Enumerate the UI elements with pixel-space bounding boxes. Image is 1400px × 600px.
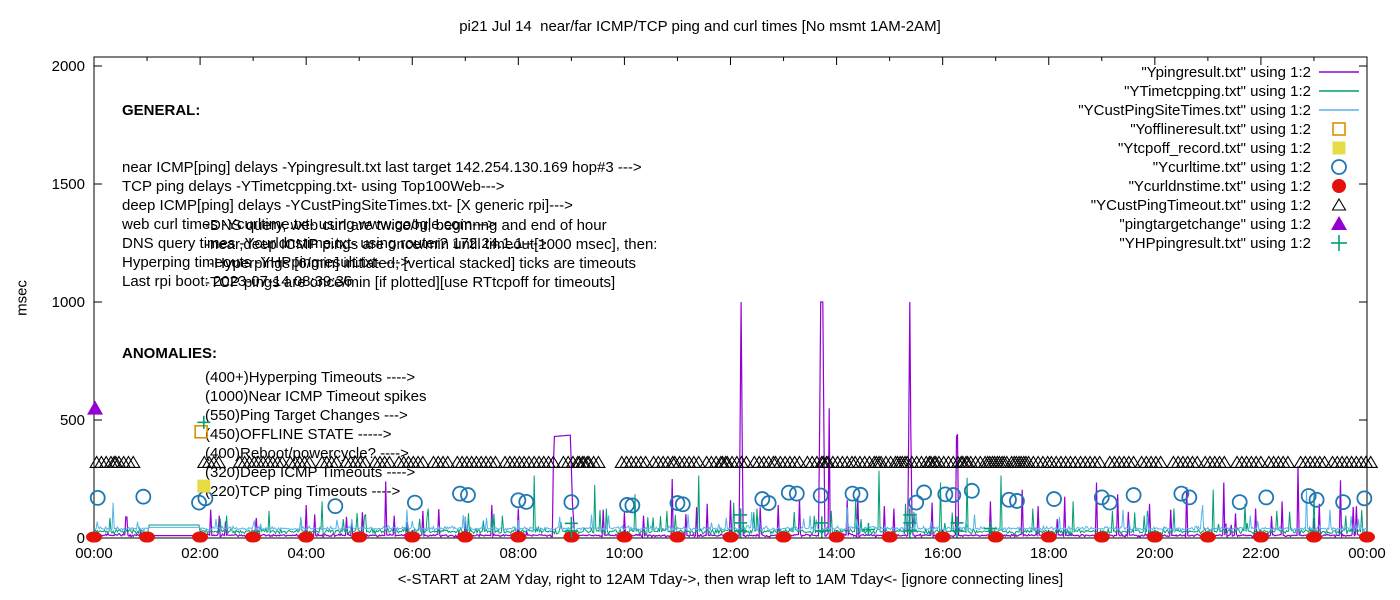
- svg-text:"Ycurldnstime.txt" using 1:2: "Ycurldnstime.txt" using 1:2: [1129, 178, 1311, 195]
- chart-title: pi21 Jul 14 near/far ICMP/TCP ping and c…: [459, 18, 941, 35]
- svg-text:04:00: 04:00: [287, 545, 325, 562]
- svg-text:00:00: 00:00: [1348, 545, 1386, 562]
- svg-text:0: 0: [77, 530, 85, 547]
- svg-text:22:00: 22:00: [1242, 545, 1280, 562]
- svg-text:18:00: 18:00: [1030, 545, 1068, 562]
- svg-text:"YHPpingresult.txt" using 1:2: "YHPpingresult.txt" using 1:2: [1119, 235, 1311, 252]
- general-info-lines: near ICMP[ping] delays -Ypingresult.txt …: [122, 159, 642, 290]
- svg-text:"Ypingresult.txt" using 1:2: "Ypingresult.txt" using 1:2: [1141, 64, 1311, 81]
- series-Ycurldnstime: [86, 531, 1375, 543]
- svg-text:12:00: 12:00: [712, 545, 750, 562]
- series-YHPpingresult: [197, 415, 997, 538]
- svg-text:10:00: 10:00: [606, 545, 644, 562]
- series-pingtargetchange: [87, 400, 104, 415]
- anomalies-lines: (400+)Hyperping Timeouts ----> (1000)Nea…: [205, 369, 427, 500]
- svg-text:"YCustPingTimeout.txt" using 1: "YCustPingTimeout.txt" using 1:2: [1091, 197, 1311, 214]
- series-YCustPingTimeout: [89, 455, 1379, 469]
- svg-text:"YTimetcpping.txt" using 1:2: "YTimetcpping.txt" using 1:2: [1124, 83, 1311, 100]
- svg-text:"YCustPingSiteTimes.txt" using: "YCustPingSiteTimes.txt" using 1:2: [1078, 102, 1311, 119]
- svg-text:08:00: 08:00: [500, 545, 538, 562]
- svg-text:"pingtargetchange" using 1:2: "pingtargetchange" using 1:2: [1119, 216, 1311, 233]
- series-Yofflineresult: [194, 424, 208, 439]
- svg-text:20:00: 20:00: [1136, 545, 1174, 562]
- svg-text:"Ytcpoff_record.txt" using 1:2: "Ytcpoff_record.txt" using 1:2: [1118, 140, 1311, 157]
- series-Ypingresult: [93, 301, 1368, 539]
- svg-text:1500: 1500: [52, 176, 85, 193]
- svg-text:06:00: 06:00: [393, 545, 431, 562]
- svg-text:2000: 2000: [52, 58, 85, 75]
- series-YCustPingSiteTimes: [93, 490, 1368, 534]
- svg-text:14:00: 14:00: [818, 545, 856, 562]
- svg-text:"Ycurltime.txt" using 1:2: "Ycurltime.txt" using 1:2: [1153, 159, 1311, 176]
- svg-text:02:00: 02:00: [181, 545, 219, 562]
- svg-text:16:00: 16:00: [924, 545, 962, 562]
- svg-text:1000: 1000: [52, 294, 85, 311]
- general-block: GENERAL: near ICMP[ping] delays -Ypingre…: [122, 63, 642, 310]
- general-heading: GENERAL:: [122, 102, 201, 119]
- svg-text:00:00: 00:00: [75, 545, 113, 562]
- series-Ytcpoff_record: [197, 479, 211, 493]
- anomalies-heading: ANOMALIES:: [122, 345, 217, 362]
- general-notes: -DNS query, web curl are twice/hr, begin…: [205, 217, 658, 291]
- svg-text:500: 500: [60, 412, 85, 429]
- svg-text:"Yofflineresult.txt" using 1:2: "Yofflineresult.txt" using 1:2: [1130, 121, 1311, 138]
- x-axis-label: <-START at 2AM Yday, right to 12AM Tday-…: [397, 571, 1064, 588]
- legend: "Ypingresult.txt" using 1:2 "YTimetcpping…: [1078, 64, 1359, 252]
